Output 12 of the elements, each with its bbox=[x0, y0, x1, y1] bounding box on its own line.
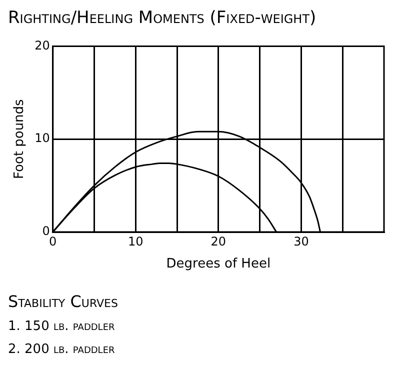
y-tick-label: 10 bbox=[34, 131, 50, 146]
y-tick-label: 20 bbox=[34, 38, 50, 52]
chart-title: Righting/Heeling Moments (Fixed-weight) bbox=[8, 8, 318, 28]
y-tick-label: 0 bbox=[42, 224, 50, 238]
x-tick-label: 20 bbox=[210, 234, 226, 248]
text: 2. 200 lb. paddler bbox=[8, 342, 116, 357]
text: Stability Curves bbox=[8, 292, 119, 311]
x-tick-label: 30 bbox=[294, 234, 309, 248]
x-tick-label: 10 bbox=[128, 234, 144, 248]
y-axis-title: Foot pounds bbox=[12, 98, 28, 180]
x-axis-title: Degrees of Heel bbox=[166, 256, 271, 272]
text: 1. 150 lb. paddler bbox=[8, 319, 116, 334]
